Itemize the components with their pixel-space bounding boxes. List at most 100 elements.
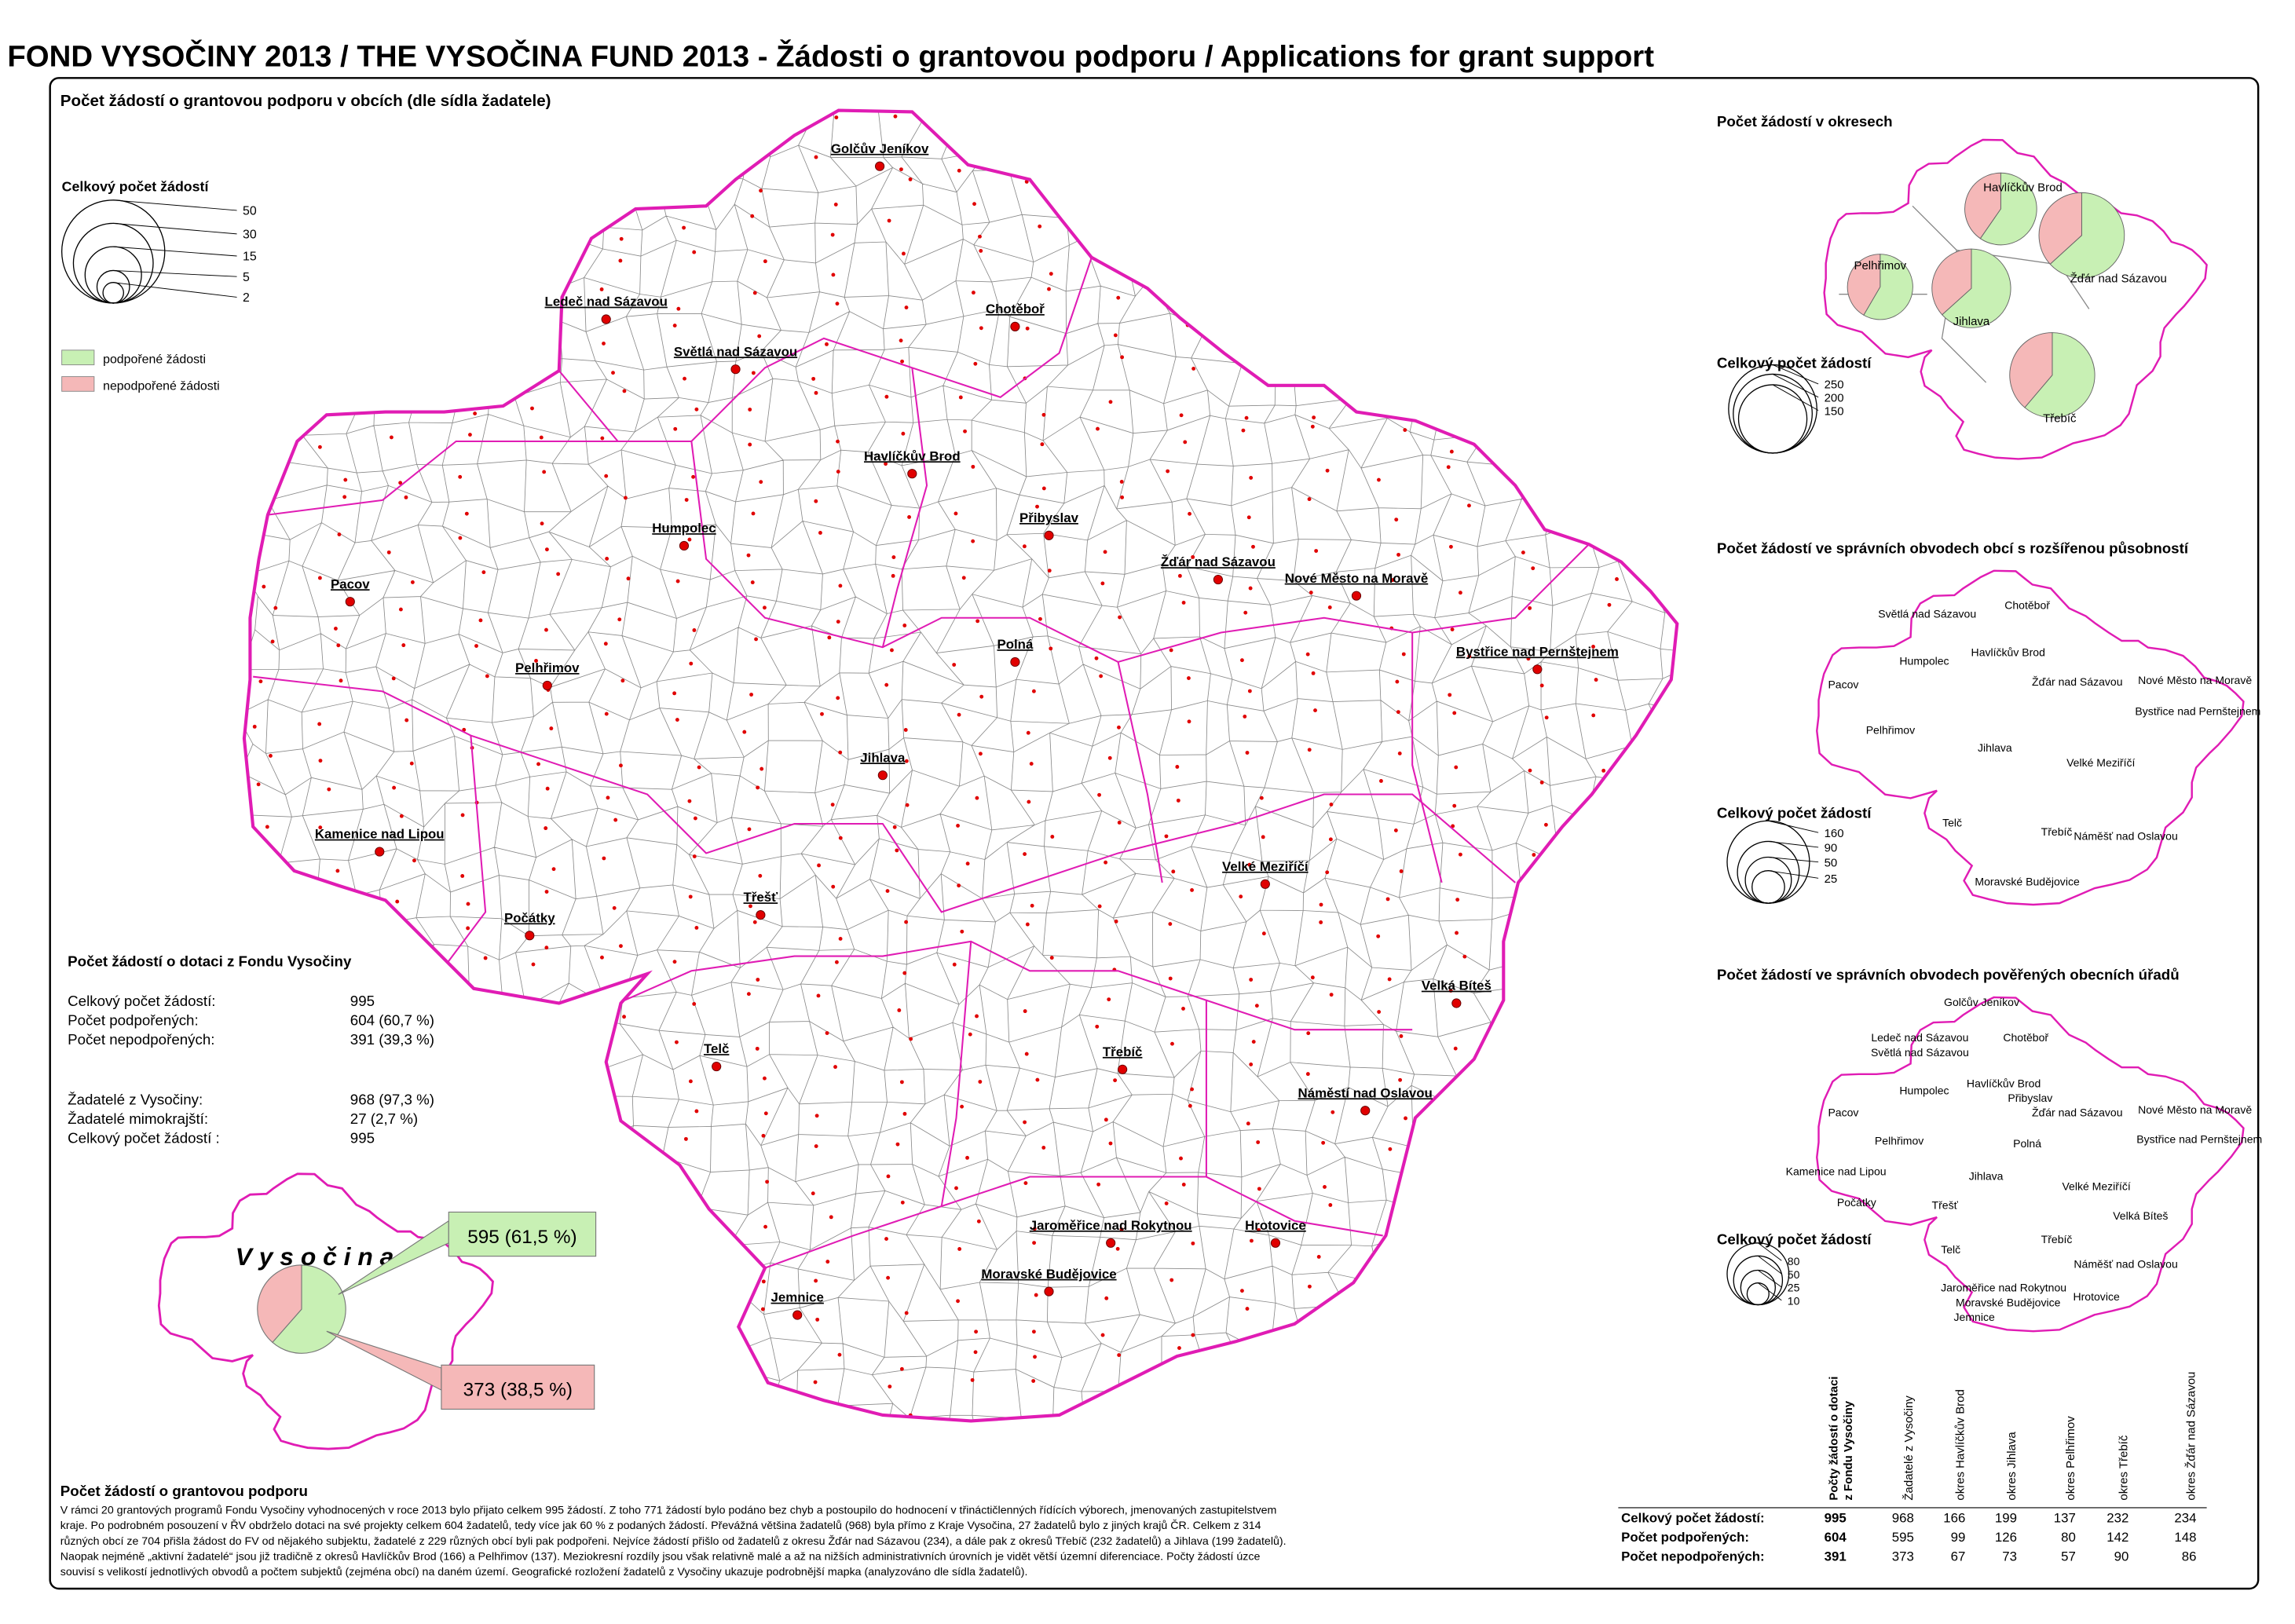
municipality-dot bbox=[838, 583, 843, 588]
municipality-dot bbox=[337, 532, 342, 536]
municipality-dot bbox=[747, 1377, 752, 1382]
orp-boundary bbox=[441, 735, 487, 971]
municipality-dot bbox=[340, 397, 344, 402]
pou-label: Chotěboř bbox=[2003, 1031, 2048, 1044]
stats-label: Celkový počet žádostí: bbox=[68, 993, 215, 1009]
municipality-dot bbox=[1609, 998, 1614, 1003]
municipality-dot bbox=[1525, 1315, 1530, 1320]
municipality-dot bbox=[1592, 363, 1596, 368]
size-legend-leader bbox=[1758, 1270, 1782, 1288]
municipality-dot bbox=[820, 711, 824, 716]
municipality-dot bbox=[1543, 1473, 1546, 1477]
municipality-dot bbox=[1179, 413, 1184, 418]
municipality-dot bbox=[761, 1279, 766, 1284]
size-legend-circle bbox=[84, 246, 142, 304]
municipality-dot bbox=[1591, 645, 1595, 649]
municipality-dot bbox=[474, 644, 478, 648]
stats: Celkový počet žádostí: 995 Počet podpořený… bbox=[68, 993, 434, 1146]
municipality-dot bbox=[530, 406, 534, 411]
municipality-dot bbox=[1450, 627, 1455, 631]
municipality-dot bbox=[480, 1315, 485, 1319]
municipality-dot bbox=[1247, 862, 1252, 867]
size-legend-circle bbox=[1726, 1242, 1790, 1306]
municipality-dot bbox=[1113, 1078, 1118, 1083]
municipality-dot bbox=[1664, 713, 1668, 718]
municipality-dot bbox=[1399, 1034, 1404, 1038]
municipality-dot bbox=[690, 155, 694, 159]
municipality-dot bbox=[1096, 1182, 1101, 1187]
municipality-dot bbox=[403, 1189, 408, 1193]
legend-swatch bbox=[61, 349, 95, 366]
municipality-dot bbox=[1094, 656, 1099, 660]
municipality-dot bbox=[1543, 232, 1548, 236]
municipality-dot bbox=[1031, 1330, 1036, 1334]
municipality-dot bbox=[675, 1448, 679, 1452]
municipality-dot bbox=[972, 130, 977, 135]
municipality-dot bbox=[1104, 860, 1108, 865]
municipality-dot bbox=[835, 302, 840, 306]
municipality-dot bbox=[1243, 715, 1247, 719]
table-cell: 86 bbox=[2182, 1549, 2197, 1564]
municipality-dot bbox=[1681, 748, 1685, 752]
municipality-dot bbox=[467, 361, 471, 366]
municipality-dot bbox=[1049, 272, 1053, 276]
pou-label: Polná bbox=[2013, 1137, 2041, 1150]
municipality-dot bbox=[1681, 623, 1685, 627]
orp-label: Chotěboř bbox=[2004, 599, 2050, 612]
municipality-dot bbox=[1671, 1157, 1675, 1161]
municipality-dot bbox=[475, 1434, 479, 1438]
municipality-dot bbox=[1050, 835, 1055, 839]
municipality-dot bbox=[1107, 755, 1112, 760]
municipality-dot bbox=[1104, 1117, 1108, 1122]
municipality-dot bbox=[884, 682, 889, 687]
municipality-dot bbox=[697, 765, 701, 770]
municipality-dot bbox=[746, 553, 751, 558]
municipality-dot bbox=[626, 1312, 631, 1317]
municipality-dot bbox=[273, 262, 277, 267]
municipality-dot bbox=[1675, 1344, 1678, 1348]
pou-outline bbox=[1816, 996, 2245, 1333]
municipality-dot bbox=[257, 1169, 262, 1174]
legend-label: podpořené žádosti bbox=[103, 353, 206, 367]
municipality-dot bbox=[1383, 364, 1388, 369]
municipality-dot bbox=[687, 799, 692, 803]
municipality-dot bbox=[1399, 1432, 1403, 1436]
municipality-dot bbox=[1325, 468, 1330, 473]
municipality-dot bbox=[338, 1121, 342, 1125]
municipality-dot bbox=[544, 547, 549, 552]
municipality-dot bbox=[1031, 1379, 1036, 1383]
municipality-dot bbox=[814, 1114, 819, 1118]
municipality-dot bbox=[1472, 1423, 1476, 1427]
municipality-dot bbox=[895, 848, 899, 853]
municipality-dot bbox=[1531, 566, 1535, 571]
municipality-dot bbox=[1661, 908, 1666, 912]
municipality-dot bbox=[619, 236, 624, 241]
size-legend-label: 30 bbox=[243, 228, 257, 241]
municipality-dot bbox=[272, 1129, 276, 1134]
municipality-dot bbox=[749, 904, 752, 909]
municipality-dot bbox=[1679, 345, 1683, 349]
municipality-dot bbox=[974, 1330, 979, 1334]
pie-supported bbox=[2024, 332, 2096, 419]
municipality-dot bbox=[389, 435, 393, 440]
municipality-dot bbox=[757, 334, 762, 338]
municipality-dot bbox=[692, 1002, 697, 1006]
municipality-dot bbox=[404, 495, 408, 499]
municipality-dot bbox=[1240, 1289, 1244, 1293]
town-label: Nové Město na Moravě bbox=[1285, 571, 1429, 586]
municipality-dot bbox=[1660, 577, 1665, 582]
municipality-dot bbox=[750, 214, 755, 218]
municipality-dot bbox=[328, 1038, 333, 1042]
pie-unsupported bbox=[1847, 254, 1881, 316]
municipality-dot bbox=[1321, 1140, 1326, 1145]
municipality-dot bbox=[1394, 518, 1399, 522]
municipality-dot bbox=[254, 852, 259, 857]
municipality-dot bbox=[1038, 120, 1043, 125]
municipality-dot bbox=[1537, 508, 1542, 513]
inset-title: V y s o č i n a bbox=[236, 1242, 394, 1271]
municipality-dot bbox=[1041, 486, 1046, 491]
municipality-dot bbox=[1612, 336, 1616, 341]
municipality-dot bbox=[544, 1045, 547, 1050]
municipality-dot bbox=[1191, 554, 1195, 559]
pou-label: Velká Bíteš bbox=[2113, 1209, 2168, 1222]
